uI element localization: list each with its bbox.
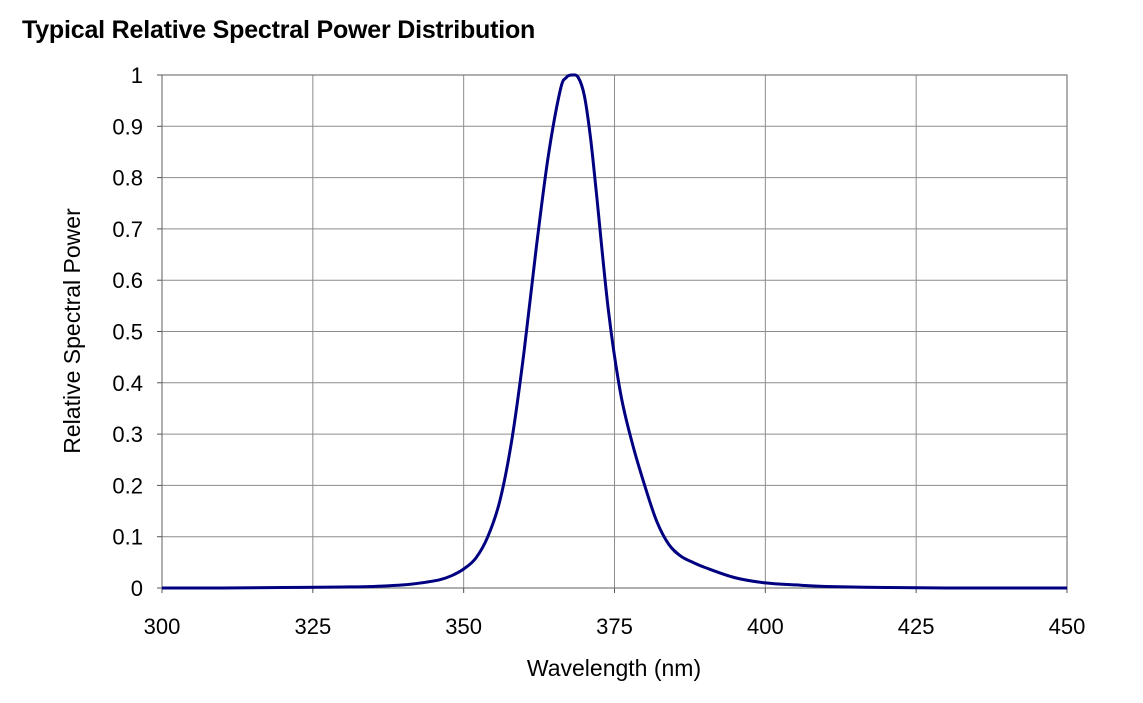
x-tick-label: 375: [596, 614, 633, 639]
x-tick-label: 300: [144, 614, 181, 639]
x-axis-ticks: 300 325 350 375 400 425 450: [144, 614, 1086, 639]
x-tick-label: 400: [747, 614, 784, 639]
y-tick-label: 0.6: [112, 268, 143, 293]
y-tick-label: 0.3: [112, 422, 143, 447]
y-tick-label: 0: [131, 576, 143, 601]
y-tick-label: 0.1: [112, 525, 143, 550]
y-axis-ticks: 0 0.1 0.2 0.3 0.4 0.5 0.6 0.7 0.8 0.9 1: [112, 63, 143, 601]
y-tick-label: 0.4: [112, 371, 143, 396]
series-layer: [161, 73, 1067, 590]
y-tick-label: 1: [131, 63, 143, 88]
x-axis-label: Wavelength (nm): [527, 655, 701, 681]
x-tick-label: 350: [445, 614, 482, 639]
x-tick-label: 425: [898, 614, 935, 639]
plot-frame: [157, 74, 1068, 593]
y-tick-label: 0.5: [112, 320, 143, 345]
y-axis-label: Relative Spectral Power: [59, 208, 85, 454]
y-tick-label: 0.8: [112, 166, 143, 191]
x-tick-label: 325: [294, 614, 331, 639]
y-tick-label: 0.9: [112, 114, 143, 139]
spectral-power-line: [161, 73, 1067, 590]
chart-title: Typical Relative Spectral Power Distribu…: [22, 16, 536, 44]
y-tick-label: 0.2: [112, 473, 143, 498]
x-tick-label: 450: [1049, 614, 1086, 639]
y-tick-label: 0.7: [112, 217, 143, 242]
grid-layer: [161, 74, 1068, 589]
